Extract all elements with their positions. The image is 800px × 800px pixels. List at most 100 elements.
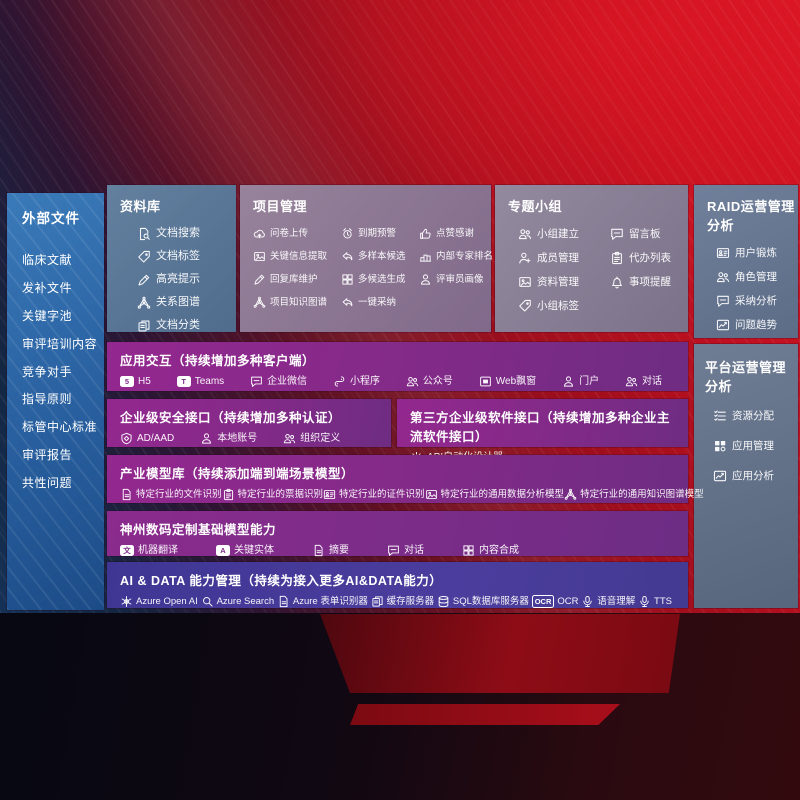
panel-project-management: 项目管理 问卷上传 到期预警 点赞感谢 关键信息提取 多样本候选 内部专家排名 回复库维护多…	[240, 185, 493, 332]
people-icon	[716, 270, 730, 284]
people-icon-slot	[283, 432, 296, 445]
basemodel-item-list: 文机器翻译 A 关键实体 摘要 对话 内容合成	[120, 544, 676, 557]
copy-icon	[371, 595, 384, 608]
sidebar-item: 审评培训内容	[22, 336, 98, 351]
database-icon	[437, 595, 450, 608]
interaction-item-list: 5 H5 T Teams 企业微信 小程序 公众号 Web飘窗 门户 对话	[120, 375, 676, 388]
puzzle-icon-slot	[341, 273, 354, 286]
capability-item: 采纳分析	[716, 294, 798, 308]
row-industry-models: 产业模型库（持续添加端到端场景模型） 特定行业的文件识别 特定行业的票据识别 特定行…	[107, 455, 704, 503]
capability-item: 回复库维护	[253, 273, 341, 286]
capability-item: 关键信息提取	[253, 250, 341, 263]
row-title: 第三方企业级软件接口（持续增加多种企业主流软件接口）	[410, 411, 671, 444]
capability-item: 组织定义	[283, 432, 340, 445]
capability-item: 文档标签	[137, 250, 236, 264]
person-icon	[200, 432, 213, 445]
shield-icon	[120, 432, 133, 445]
panel-title: 项目管理	[253, 199, 308, 214]
person-icon	[562, 375, 575, 388]
pencil-icon-slot	[253, 273, 266, 286]
podium-icon	[419, 250, 432, 263]
capability-item: 对话	[625, 375, 662, 388]
doc-icon-slot	[120, 488, 133, 501]
chat-icon-slot	[716, 294, 730, 308]
capability-item: 关系图谱	[137, 296, 236, 310]
capability-item: 文机器翻译	[120, 545, 178, 557]
capability-item: 小组标签	[518, 299, 610, 313]
alarm-icon	[341, 227, 354, 240]
mic-icon-slot	[581, 595, 594, 608]
capability-item: A 关键实体	[216, 545, 274, 557]
image-icon-slot	[518, 275, 532, 289]
mic-icon	[581, 595, 594, 608]
capability-item: 资源分配	[713, 409, 798, 423]
sidebar-item: 关键字池	[22, 308, 73, 323]
project-item-list: 问卷上传 到期预警 点赞感谢 关键信息提取 多样本候选 内部专家排名 回复库维护 多候选生成评…	[253, 227, 493, 309]
people-icon-slot	[406, 375, 419, 388]
ocr-icon-slot: OCR	[531, 595, 555, 608]
reply-icon	[341, 250, 354, 263]
people-icon-slot	[716, 270, 730, 284]
people-icon-slot	[625, 375, 638, 388]
capability-item: 高亮提示	[137, 273, 236, 287]
person-icon-slot	[200, 432, 213, 445]
capability-item: Azure Open AI	[120, 595, 198, 608]
capability-item: OCR OCR	[531, 595, 578, 608]
panel-library: 资料库 文档搜索 文档标签 高亮提示 关系图谱 文档分类	[107, 185, 236, 332]
capability-item: 对话	[387, 544, 424, 557]
panel-topic-groups: 专题小组 小组建立 留言板 成员管理 代办列表 资料管理 事项提醒 小组标签	[495, 185, 688, 332]
flower-icon	[120, 595, 133, 608]
capability-item: 内部专家排名	[419, 250, 493, 263]
capability-item: 小组建立	[518, 227, 610, 241]
capability-item: TTS	[638, 595, 672, 608]
monitor-stand-shape	[320, 614, 680, 693]
capability-item: 小程序	[333, 375, 380, 388]
pencil-icon	[253, 273, 266, 286]
pencil-icon	[137, 273, 151, 287]
bell-icon-slot	[610, 275, 624, 289]
graph-icon-slot	[564, 488, 577, 501]
person-icon-slot	[419, 273, 432, 286]
teams-icon: T	[176, 376, 191, 388]
sidebar-item: 指导原则	[22, 392, 73, 407]
people-icon-slot	[518, 227, 532, 241]
capability-item: 到期预警	[341, 227, 419, 240]
capability-item: 角色管理	[716, 270, 798, 284]
capability-item: 内容合成	[462, 544, 519, 557]
person-add-icon	[518, 251, 532, 265]
capability-item: 问卷上传	[253, 227, 341, 240]
capability-item: 成员管理	[518, 251, 610, 265]
graph-icon	[564, 488, 577, 501]
miniapp-icon-slot	[333, 375, 346, 388]
capability-item: 留言板	[610, 227, 688, 241]
raid-item-list: 用户锻炼 角色管理 采纳分析 问题趋势	[716, 246, 798, 332]
row-title: AI & DATA 能力管理（持续为接入更多AI&DATA能力）	[120, 574, 443, 588]
thumb-up-icon-slot	[419, 227, 432, 240]
row-title: 应用交互（持续增加多种客户端）	[120, 354, 316, 368]
graph-icon-slot	[253, 296, 266, 309]
capability-item: 特定行业的证件识别	[323, 488, 425, 501]
sidebar-item: 竞争对手	[22, 364, 73, 379]
doc-icon-slot	[277, 595, 290, 608]
grid-icon	[713, 439, 727, 453]
chat-icon-slot	[387, 544, 400, 557]
translate-icon: 文	[120, 545, 134, 557]
mic-icon-slot	[638, 595, 651, 608]
clipboard-icon	[610, 251, 624, 265]
copy-icon-slot	[371, 595, 384, 608]
panel-title: 外部文件	[22, 211, 80, 226]
panel-title: RAID运营管理分析	[707, 199, 795, 233]
row-title: 产业模型库（持续添加端到端场景模型）	[120, 467, 355, 481]
tag-icon	[137, 250, 151, 264]
capability-item: 特定行业的通用数据分析模型	[425, 488, 564, 501]
external-files-list: 临床文献 发补文件 关键字池 审评培训内容 竞争对手 指导原则 标管中心标准 审评报告 共性问题	[22, 253, 104, 491]
capability-item: 摘要	[312, 544, 349, 557]
capability-item: 代办列表	[610, 251, 688, 265]
reply-icon-slot	[341, 296, 354, 309]
chart-icon	[713, 469, 727, 483]
mic-icon	[638, 595, 651, 608]
capability-item: 资料管理	[518, 275, 610, 289]
cloud-upload-icon	[253, 227, 266, 240]
chart-icon	[716, 318, 730, 332]
tag-icon-slot	[137, 250, 151, 264]
